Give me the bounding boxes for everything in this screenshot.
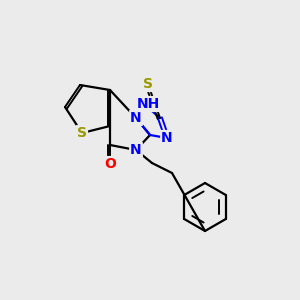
Text: S: S [143,77,153,91]
Text: N: N [130,143,142,157]
Text: NH: NH [136,97,160,111]
Text: O: O [104,157,116,171]
Text: S: S [77,126,87,140]
Text: N: N [130,111,142,125]
Text: N: N [161,131,173,145]
